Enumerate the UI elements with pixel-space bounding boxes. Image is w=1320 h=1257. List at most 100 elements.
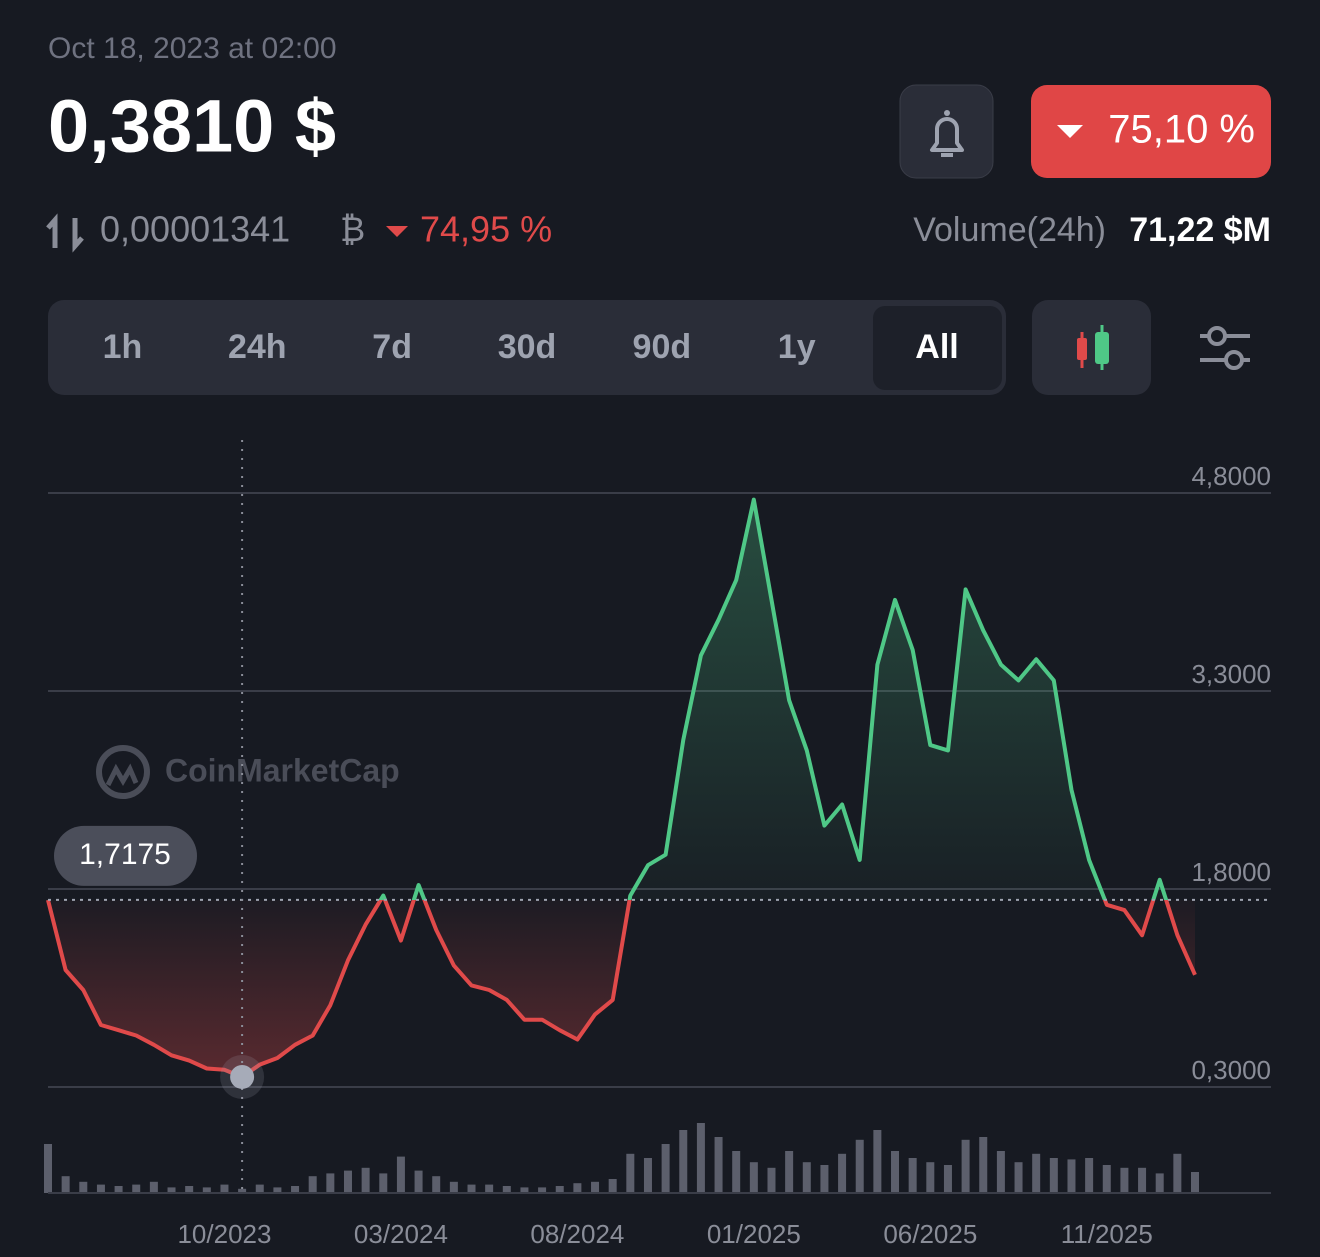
change-badge-bg (1031, 85, 1271, 178)
volume-bar (96, 1184, 105, 1193)
x-tick-label: 08/2024 (530, 1219, 624, 1249)
volume-bar (273, 1187, 282, 1193)
volume-label: Volume(24h) (913, 211, 1106, 249)
volume-bar (1067, 1159, 1076, 1193)
tab-label: 24h (228, 328, 287, 366)
down-triangle-small (386, 226, 408, 237)
volume-bar (643, 1158, 652, 1193)
btc-price: 0,00001341 (100, 209, 290, 250)
tabs: 1h 24h 7d 30d 90d 1y All (103, 306, 1002, 390)
tab-label: 1h (103, 328, 143, 366)
plot: 0,3000 1,8000 3,3000 4,8000 1,7175 10/2023 03/… (44, 440, 1271, 1249)
bell-top (944, 110, 950, 116)
tab-label: 7d (372, 328, 412, 366)
y-tick-label: 0,3000 (1191, 1055, 1271, 1085)
volume-bar (61, 1176, 70, 1193)
slider-knob (1224, 350, 1244, 370)
volume-bar (149, 1181, 158, 1193)
volume-bar (696, 1123, 705, 1193)
volume-bar (855, 1139, 864, 1193)
volume-bar (573, 1183, 582, 1193)
volume-bar (820, 1165, 829, 1193)
volume-bar (926, 1162, 935, 1193)
candle-button-bg (1032, 300, 1151, 395)
volume-bar (485, 1184, 494, 1193)
volume-bar (432, 1176, 441, 1193)
settings-button[interactable] (1200, 326, 1250, 370)
volume-bar (291, 1186, 300, 1193)
volume-bar (1049, 1158, 1058, 1193)
volume-bar (1138, 1167, 1147, 1193)
y-tick-label: 4,8000 (1191, 461, 1271, 491)
volume-bar (502, 1186, 511, 1193)
x-tick-label: 11/2025 (1061, 1219, 1153, 1249)
volume-bar (732, 1151, 741, 1193)
volume-bar (908, 1158, 917, 1193)
volume-bar (1173, 1153, 1182, 1193)
volume-bar (308, 1176, 317, 1193)
x-tick-label: 01/2025 (707, 1219, 801, 1249)
x-tick-label: 06/2025 (883, 1219, 977, 1249)
tab-bar (48, 300, 1006, 395)
volume-bar (943, 1165, 952, 1193)
tab[interactable]: 1h (103, 328, 143, 366)
watermark-logo-mark (105, 763, 139, 787)
volume-bar (591, 1181, 600, 1193)
volume-bar (361, 1167, 370, 1193)
volume-bar (679, 1130, 688, 1193)
tab[interactable]: 24h (228, 328, 287, 366)
volume-bar (802, 1162, 811, 1193)
y-tick-label: 1,8000 (1191, 857, 1271, 887)
candle-red (1077, 338, 1087, 360)
volume-bar (449, 1181, 458, 1193)
alert-button[interactable] (899, 84, 994, 179)
volume-bar (1032, 1153, 1041, 1193)
tab[interactable]: 30d (498, 328, 557, 366)
swap-icon (46, 213, 84, 253)
tab[interactable]: 90d (633, 328, 692, 366)
x-tick-label: 10/2023 (177, 1219, 271, 1249)
volume-bar (167, 1187, 176, 1193)
tab-selected-bg (873, 306, 1002, 390)
volume-bar (555, 1186, 564, 1193)
volume-bar (626, 1153, 635, 1193)
y-tick-label: 3,3000 (1191, 659, 1271, 689)
tab[interactable]: 1y (778, 328, 816, 366)
volume-bar (185, 1186, 194, 1193)
volume-bar (891, 1151, 900, 1193)
tab-label: 90d (633, 328, 692, 366)
tab[interactable]: 7d (372, 328, 412, 366)
candle-button[interactable] (1032, 300, 1151, 395)
baseline-pill (54, 825, 197, 886)
change-badge: 75,10 % (1031, 85, 1271, 178)
volume-bar (202, 1187, 211, 1193)
volume-bar (767, 1167, 776, 1193)
candle-green (1095, 332, 1109, 364)
tab-label: 1y (778, 328, 816, 366)
selected-point (230, 1064, 255, 1089)
alert-button-bg (899, 84, 994, 179)
slider-knob (1207, 326, 1227, 346)
bell-icon (930, 117, 964, 157)
watermark-logo (96, 745, 150, 799)
volume-bar (255, 1184, 264, 1193)
volume-value: 71,22 $M (1129, 211, 1271, 249)
timestamp: Oct 18, 2023 at 02:00 (48, 32, 337, 65)
tab[interactable]: All (873, 306, 1002, 390)
volume-bar (714, 1137, 723, 1193)
down-triangle (1057, 125, 1083, 138)
volume-bar (661, 1144, 670, 1193)
volume-bar (749, 1162, 758, 1193)
volume-bar (1155, 1173, 1164, 1193)
btc-symbol: ₿ (340, 211, 365, 249)
volume-bar (238, 1188, 247, 1193)
volume-bar (396, 1156, 405, 1193)
volume-bar (326, 1173, 335, 1193)
volume-bar (114, 1186, 123, 1193)
volume-bar (961, 1139, 970, 1193)
tab-label: 30d (498, 328, 557, 366)
watermark: CoinMarketCap (96, 745, 400, 799)
baseline-label: 1,7175 (79, 838, 171, 871)
volume-bar (220, 1184, 229, 1193)
